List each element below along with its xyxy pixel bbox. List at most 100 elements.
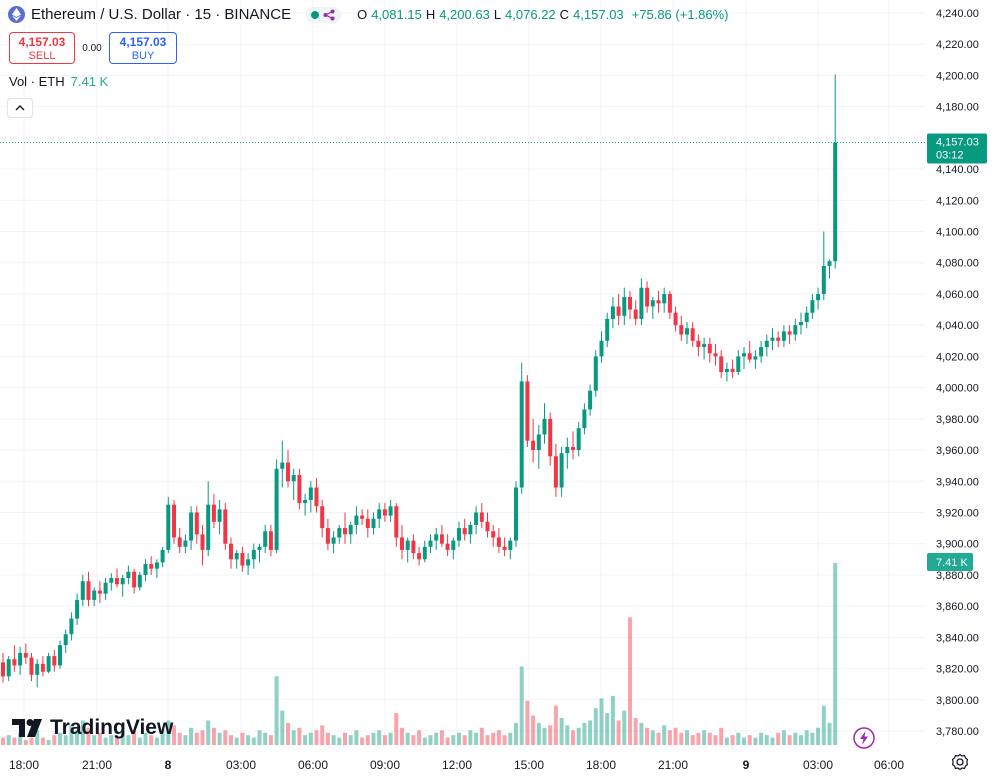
high-value: 4,200.63 xyxy=(439,7,490,22)
volume-bar xyxy=(474,732,479,745)
volume-bar xyxy=(593,708,598,745)
price-tick-label: 4,020.00 xyxy=(936,351,979,363)
candle-body xyxy=(656,300,661,304)
time-tick-label: 03:00 xyxy=(226,758,256,772)
volume-bar xyxy=(685,730,689,745)
symbol-header[interactable]: Ethereum / U.S. Dollar · 15 · BINANCE O 4… xyxy=(8,6,729,23)
volume-bar xyxy=(468,730,473,745)
volume-bar xyxy=(52,735,57,745)
volume-bar xyxy=(1,737,5,745)
candle-body xyxy=(508,540,513,550)
volume-bar xyxy=(360,737,365,745)
symbol-title[interactable]: Ethereum / U.S. Dollar · 15 · BINANCE xyxy=(31,6,292,23)
market-status[interactable] xyxy=(305,6,342,23)
sell-button[interactable]: 4,157.03 SELL xyxy=(9,32,75,64)
volume-bar xyxy=(40,737,45,745)
time-tick-label: 8 xyxy=(165,758,172,772)
volume-bar xyxy=(582,722,587,745)
volume-bar xyxy=(348,735,353,745)
tradingview-logo[interactable]: TradingView xyxy=(12,716,173,740)
volume-legend[interactable]: Vol · ETH 7.41 K xyxy=(9,74,108,89)
volume-bar xyxy=(759,732,764,745)
volume-bar xyxy=(200,730,205,745)
price-tick-label: 4,000.00 xyxy=(936,383,979,395)
candle-body xyxy=(514,487,518,541)
price-tick-label: 4,240.00 xyxy=(936,8,979,20)
price-tick-label: 3,800.00 xyxy=(936,695,979,707)
volume-bar xyxy=(793,732,798,745)
candle-body xyxy=(303,499,308,504)
volume-bar xyxy=(325,732,330,745)
candle-body xyxy=(462,528,467,535)
volume-bar xyxy=(80,720,85,745)
volume-bar xyxy=(303,735,308,745)
candle-body xyxy=(343,528,347,535)
volume-bar xyxy=(599,698,604,745)
lightning-icon[interactable] xyxy=(853,727,875,749)
candlesticks xyxy=(1,74,838,688)
volume-bar xyxy=(753,737,758,745)
volume-bar xyxy=(343,732,347,745)
volume-bar xyxy=(667,730,672,745)
candle-body xyxy=(810,300,815,313)
volume-bar xyxy=(388,732,393,745)
volume-bar xyxy=(679,732,684,745)
candle-body xyxy=(816,293,821,301)
collapse-legend-button[interactable] xyxy=(7,98,33,118)
candle-body xyxy=(662,293,667,304)
candle-body xyxy=(770,337,775,341)
volume-bar xyxy=(229,735,233,745)
price-tick-label: 3,780.00 xyxy=(936,726,979,738)
volume-bar xyxy=(542,727,547,745)
candle-body xyxy=(268,531,273,550)
volume-bar xyxy=(548,725,553,745)
candle-body xyxy=(679,325,684,335)
candle-body xyxy=(793,325,798,335)
candle-body xyxy=(348,524,353,535)
candle-body xyxy=(707,343,712,354)
candle-body xyxy=(639,287,644,319)
volume-bar xyxy=(656,732,661,745)
volume-bar xyxy=(616,720,621,745)
candle-body xyxy=(234,553,239,560)
volume-bar xyxy=(553,705,558,745)
price-tick-label: 3,820.00 xyxy=(936,664,979,676)
candle-body xyxy=(92,590,97,600)
volume-bar xyxy=(810,732,815,745)
candle-body xyxy=(35,663,40,675)
price-tick-label: 4,080.00 xyxy=(936,258,979,270)
candle-body xyxy=(223,509,228,544)
time-axis[interactable]: 18:00 21:00 8 03:00 06:00 09:00 12:00 15:00 18:0… xyxy=(9,758,904,772)
volume-bar xyxy=(804,730,809,745)
price-axis[interactable]: 4,240.004,220.004,200.004,180.004,160.00… xyxy=(936,8,979,738)
gear-icon[interactable] xyxy=(951,753,969,771)
volume-bar xyxy=(633,717,638,745)
candle-body xyxy=(120,578,125,585)
volume-bar xyxy=(92,735,97,745)
volume-bar xyxy=(588,720,593,745)
volume-bar xyxy=(559,717,564,745)
candle-body xyxy=(331,537,336,544)
volume-bar xyxy=(508,732,513,745)
volume-bar xyxy=(650,730,655,745)
volume-bar xyxy=(536,722,541,745)
price-tick-label: 4,200.00 xyxy=(936,70,979,82)
candle-body xyxy=(747,353,752,360)
buy-button[interactable]: 4,157.03 BUY xyxy=(109,32,177,64)
volume-bar xyxy=(354,730,359,745)
market-open-dot xyxy=(311,10,320,19)
price-tick-label: 3,860.00 xyxy=(936,601,979,613)
candle-body xyxy=(804,312,809,323)
volume-bar xyxy=(662,725,667,745)
volume-bar xyxy=(274,676,279,745)
open-label: O xyxy=(357,7,368,22)
volume-bar xyxy=(377,730,382,745)
candle-body xyxy=(200,534,205,550)
price-tick-label: 4,120.00 xyxy=(936,195,979,207)
volume-bar xyxy=(132,730,137,745)
candle-body xyxy=(69,618,74,635)
volume-bar xyxy=(394,713,399,745)
candle-body xyxy=(177,537,182,547)
candle-body xyxy=(172,504,176,538)
